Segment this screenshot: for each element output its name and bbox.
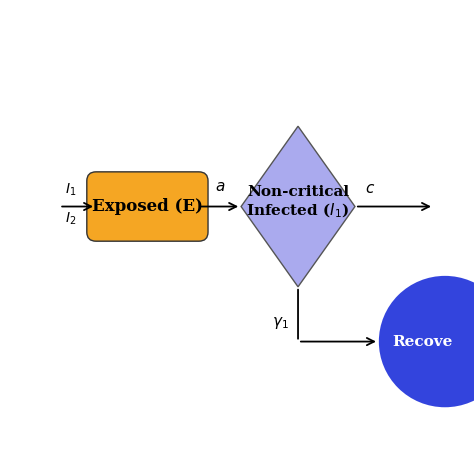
- Text: Recove: Recove: [393, 335, 453, 348]
- Text: Exposed (E): Exposed (E): [92, 198, 203, 215]
- Text: $a$: $a$: [215, 180, 225, 194]
- Text: $\gamma_1$: $\gamma_1$: [272, 315, 289, 331]
- Text: $I_1$: $I_1$: [65, 182, 76, 198]
- Text: $c$: $c$: [365, 182, 375, 196]
- Polygon shape: [241, 126, 355, 287]
- Circle shape: [379, 276, 474, 407]
- FancyBboxPatch shape: [87, 172, 208, 241]
- Text: Non-critical
Infected ($I_1$): Non-critical Infected ($I_1$): [246, 185, 350, 220]
- Text: $I_2$: $I_2$: [65, 211, 76, 228]
